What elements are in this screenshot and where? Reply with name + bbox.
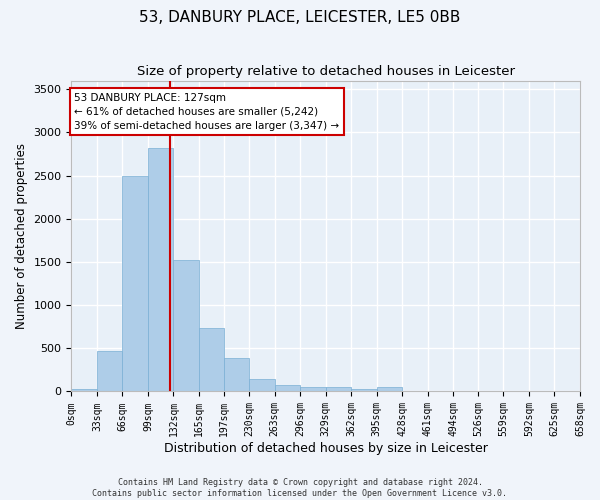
Bar <box>300 386 326 392</box>
Bar <box>97 351 122 392</box>
Title: Size of property relative to detached houses in Leicester: Size of property relative to detached ho… <box>137 65 515 78</box>
Text: 53, DANBURY PLACE, LEICESTER, LE5 0BB: 53, DANBURY PLACE, LEICESTER, LE5 0BB <box>139 10 461 25</box>
Bar <box>377 386 402 392</box>
Bar <box>249 380 275 392</box>
Bar <box>351 389 377 392</box>
Bar <box>71 389 97 392</box>
Text: Contains HM Land Registry data © Crown copyright and database right 2024.
Contai: Contains HM Land Registry data © Crown c… <box>92 478 508 498</box>
Text: 53 DANBURY PLACE: 127sqm
← 61% of detached houses are smaller (5,242)
39% of sem: 53 DANBURY PLACE: 127sqm ← 61% of detach… <box>74 92 340 130</box>
Y-axis label: Number of detached properties: Number of detached properties <box>15 143 28 329</box>
Bar <box>224 358 249 392</box>
Bar <box>148 148 173 392</box>
Bar <box>326 386 351 392</box>
Bar <box>199 328 224 392</box>
Bar <box>173 260 199 392</box>
Bar <box>122 176 148 392</box>
X-axis label: Distribution of detached houses by size in Leicester: Distribution of detached houses by size … <box>164 442 488 455</box>
Bar <box>275 386 300 392</box>
